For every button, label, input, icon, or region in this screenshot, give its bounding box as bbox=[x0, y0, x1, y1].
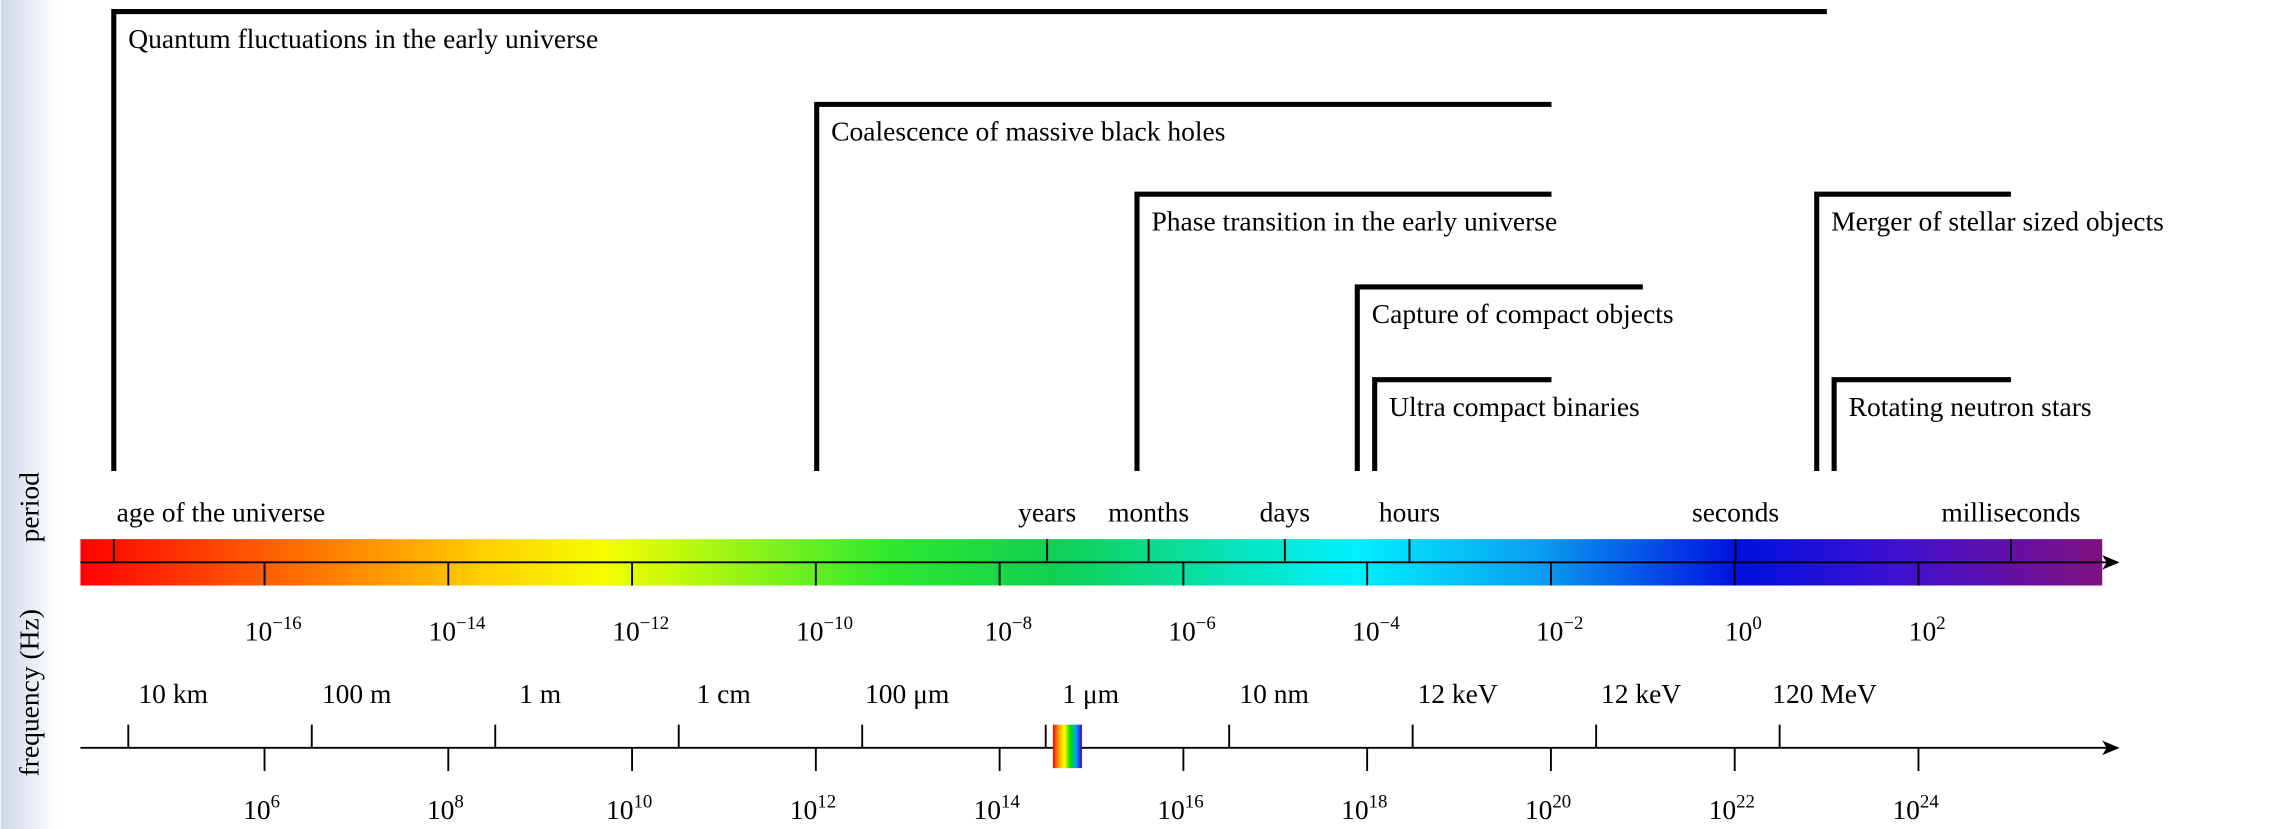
tick-exponent: −6 bbox=[1196, 613, 1216, 634]
tick-base: 10 bbox=[1725, 616, 1753, 647]
source-label: Coalescence of massive black holes bbox=[831, 116, 1225, 147]
gw-frequency-label: 102 bbox=[1909, 613, 1946, 647]
source-bracket bbox=[1831, 377, 2011, 472]
tick-exponent: −12 bbox=[640, 613, 669, 634]
source-label: Capture of compact objects bbox=[1372, 298, 1674, 329]
gw-frequency-label: 10−12 bbox=[612, 613, 669, 647]
source-label: Ultra compact binaries bbox=[1389, 391, 1640, 422]
wavelength-label: 120 MeV bbox=[1772, 678, 1877, 709]
tick-base: 10 bbox=[1536, 616, 1564, 647]
tick-exponent: 8 bbox=[454, 791, 463, 812]
wavelength-label: 1 cm bbox=[697, 678, 751, 709]
tick-base: 10 bbox=[790, 794, 818, 825]
tick-exponent: 10 bbox=[634, 791, 653, 812]
source-bracket bbox=[1134, 191, 1552, 472]
source-label: Quantum fluctuations in the early univer… bbox=[128, 23, 598, 54]
tick-base: 10 bbox=[974, 794, 1002, 825]
tick-exponent: −14 bbox=[456, 613, 486, 634]
tick-base: 10 bbox=[1709, 794, 1737, 825]
tick-base: 10 bbox=[1352, 616, 1380, 647]
tick-exponent: 12 bbox=[817, 791, 836, 812]
wavelength-label: 1 m bbox=[519, 678, 561, 709]
tick-exponent: 24 bbox=[1920, 791, 1939, 812]
tick-exponent: 16 bbox=[1185, 791, 1204, 812]
tick-exponent: 6 bbox=[271, 791, 280, 812]
period-axis-label: period bbox=[13, 472, 44, 543]
source-bracket bbox=[1814, 191, 2011, 472]
period-label: years bbox=[1018, 497, 1076, 528]
source-label: Merger of stellar sized objects bbox=[1831, 205, 2164, 236]
visible-spectrum bbox=[1052, 724, 1082, 769]
tick-base: 10 bbox=[1892, 794, 1920, 825]
em-frequency-label: 1018 bbox=[1341, 791, 1387, 825]
em-frequency-label: 106 bbox=[243, 791, 280, 825]
tick-exponent: 14 bbox=[1001, 791, 1020, 812]
gw-frequency-label: 10−10 bbox=[796, 613, 853, 647]
tick-exponent: 18 bbox=[1369, 791, 1388, 812]
tick-base: 10 bbox=[796, 616, 824, 647]
period-label: hours bbox=[1379, 497, 1440, 528]
gw-frequency-label: 10−4 bbox=[1352, 613, 1400, 647]
source-bracket bbox=[814, 101, 1552, 472]
edge-shade bbox=[0, 0, 59, 829]
tick-exponent: 2 bbox=[1936, 613, 1945, 634]
tick-exponent: −10 bbox=[824, 613, 853, 634]
gw-frequency-label: 100 bbox=[1725, 613, 1762, 647]
tick-base: 10 bbox=[1168, 616, 1196, 647]
tick-base: 10 bbox=[427, 794, 455, 825]
period-label: milliseconds bbox=[1941, 497, 2080, 528]
wavelength-label: 1 μm bbox=[1062, 678, 1119, 709]
em-arrow bbox=[2102, 740, 2120, 756]
wavelength-label: 100 m bbox=[322, 678, 392, 709]
tick-exponent: −8 bbox=[1012, 613, 1032, 634]
tick-base: 10 bbox=[1525, 794, 1553, 825]
em-frequency-label: 1010 bbox=[606, 791, 652, 825]
source-label: Phase transition in the early universe bbox=[1151, 205, 1557, 236]
period-label: seconds bbox=[1692, 497, 1779, 528]
tick-base: 10 bbox=[606, 794, 634, 825]
gw-frequency-label: 10−6 bbox=[1168, 613, 1216, 647]
period-label: days bbox=[1260, 497, 1310, 528]
tick-base: 10 bbox=[1341, 794, 1369, 825]
tick-exponent: −4 bbox=[1380, 613, 1401, 634]
em-frequency-label: 108 bbox=[427, 791, 464, 825]
tick-exponent: −2 bbox=[1563, 613, 1583, 634]
source-bracket bbox=[111, 9, 1827, 472]
source-bracket bbox=[1372, 377, 1552, 472]
source-bracket bbox=[1354, 284, 1643, 472]
gw-frequency-label: 10−16 bbox=[245, 613, 302, 647]
wavelength-label: 10 km bbox=[138, 678, 208, 709]
tick-base: 10 bbox=[243, 794, 271, 825]
em-frequency-label: 1016 bbox=[1157, 791, 1203, 825]
tick-base: 10 bbox=[1157, 794, 1185, 825]
tick-exponent: 0 bbox=[1752, 613, 1761, 634]
wavelength-label: 10 nm bbox=[1239, 678, 1309, 709]
tick-base: 10 bbox=[612, 616, 640, 647]
tick-base: 10 bbox=[429, 616, 457, 647]
period-label: months bbox=[1108, 497, 1189, 528]
wavelength-label: 100 μm bbox=[865, 678, 949, 709]
tick-base: 10 bbox=[245, 616, 273, 647]
tick-exponent: 22 bbox=[1736, 791, 1755, 812]
gw-frequency-label: 10−8 bbox=[985, 613, 1033, 647]
em-frequency-label: 1014 bbox=[974, 791, 1021, 825]
em-frequency-label: 1022 bbox=[1709, 791, 1755, 825]
gw-arrow bbox=[2102, 555, 2120, 570]
gw-frequency-label: 10−14 bbox=[429, 613, 487, 647]
tick-exponent: 20 bbox=[1552, 791, 1571, 812]
source-label: Rotating neutron stars bbox=[1849, 391, 2092, 422]
gw-frequency-label: 10−2 bbox=[1536, 613, 1584, 647]
em-frequency-label: 1012 bbox=[790, 791, 836, 825]
period-label: age of the universe bbox=[117, 497, 326, 528]
wavelength-label: 12 keV bbox=[1417, 678, 1497, 709]
em-frequency-label: 1020 bbox=[1525, 791, 1571, 825]
wavelength-label: 12 keV bbox=[1601, 678, 1681, 709]
em-frequency-label: 1024 bbox=[1892, 791, 1939, 825]
tick-base: 10 bbox=[985, 616, 1013, 647]
tick-exponent: −16 bbox=[272, 613, 301, 634]
frequency-axis-label: frequency (Hz) bbox=[13, 609, 44, 776]
tick-base: 10 bbox=[1909, 616, 1937, 647]
